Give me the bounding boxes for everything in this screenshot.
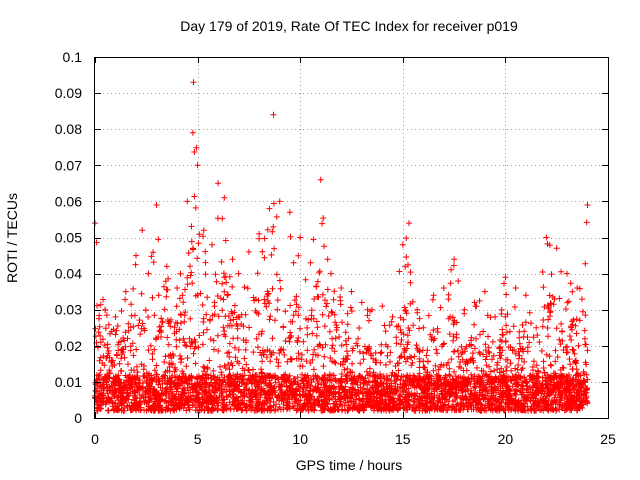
y-tick-label: 0.09 (55, 85, 82, 101)
y-tick-label: 0.05 (55, 230, 82, 246)
y-tick-label: 0.07 (55, 157, 82, 173)
x-tick-label: 15 (395, 431, 411, 447)
y-tick-label: 0.06 (55, 193, 82, 209)
y-tick-label: 0.01 (55, 374, 82, 390)
y-tick-label: 0 (74, 410, 82, 426)
x-tick-label: 0 (91, 431, 99, 447)
x-tick-label: 25 (600, 431, 616, 447)
chart-title: Day 179 of 2019, Rate Of TEC Index for r… (180, 18, 518, 34)
scatter-series-p019 (92, 79, 591, 414)
y-tick-label: 0.02 (55, 338, 82, 354)
x-tick-label: 20 (498, 431, 514, 447)
y-tick-label: 0.1 (63, 49, 83, 65)
x-tick-label: 10 (292, 431, 308, 447)
y-tick-label: 0.04 (55, 266, 82, 282)
x-axis-label: GPS time / hours (296, 457, 403, 473)
y-tick-labels: 0 0.01 0.02 0.03 0.04 0.05 0.06 0.07 0.08 0.09 0.1 (55, 49, 82, 426)
y-tick-label: 0.03 (55, 302, 82, 318)
x-tick-label: 5 (194, 431, 202, 447)
plot-frame (94, 57, 609, 419)
y-tick-label: 0.08 (55, 121, 82, 137)
x-tick-labels: 0 5 10 15 20 25 (91, 431, 616, 447)
data-points (92, 79, 591, 414)
axis-ticks (95, 57, 609, 419)
y-axis-label: ROTI / TECUs (4, 193, 20, 283)
